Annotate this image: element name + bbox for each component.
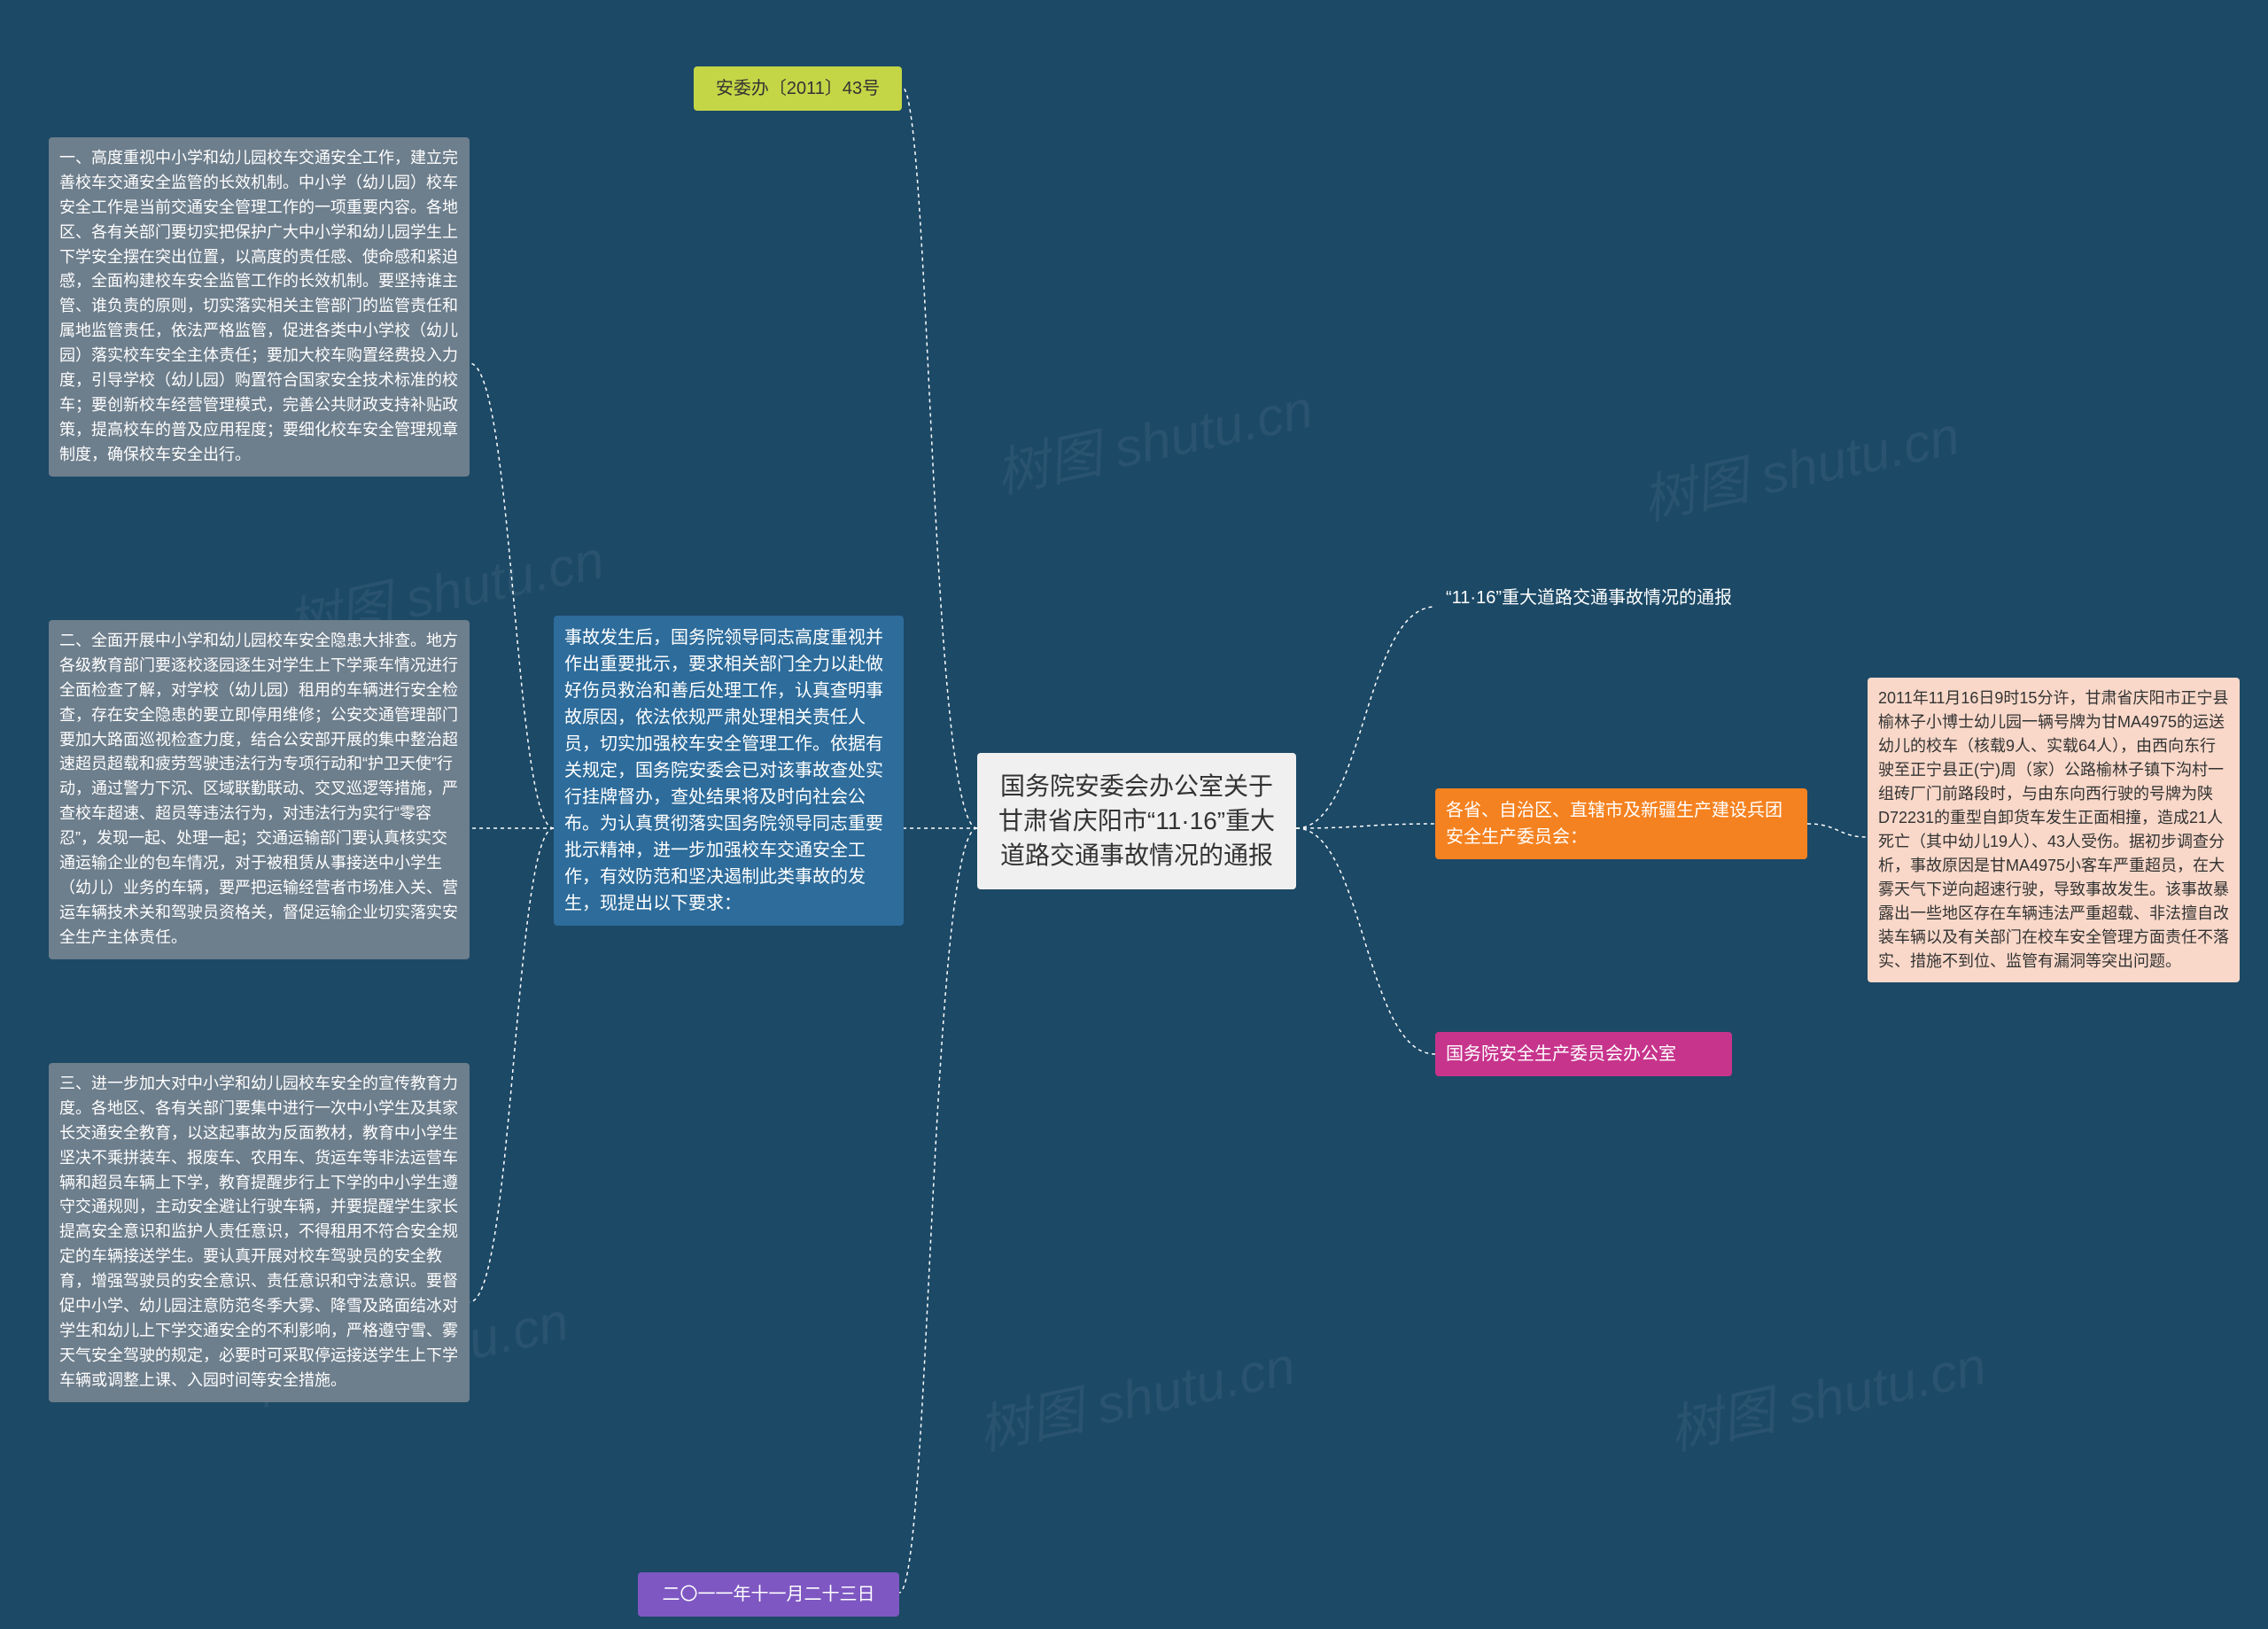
requirement-2-node: 二、全面开展中小学和幼儿园校车安全隐患大排查。地方各级教育部门要逐校逐园逐生对学… (49, 620, 470, 959)
summary-node: 事故发生后，国务院领导同志高度重视并作出重要批示，要求相关部门全力以赴做好伤员救… (554, 616, 904, 926)
center-node: 国务院安委会办公室关于甘肃省庆阳市“11·16”重大道路交通事故情况的通报 (977, 753, 1296, 889)
office-node: 国务院安全生产委员会办公室 (1435, 1032, 1732, 1076)
requirement-3-node: 三、进一步加大对中小学和幼儿园校车安全的宣传教育力度。各地区、各有关部门要集中进… (49, 1063, 470, 1402)
watermark: 树图 shutu.cn (970, 1323, 1301, 1465)
requirement-1-node: 一、高度重视中小学和幼儿园校车交通安全工作，建立完善校车交通安全监管的长效机制。… (49, 137, 470, 477)
date-node: 二〇一一年十一月二十三日 (638, 1572, 899, 1617)
watermark: 树图 shutu.cn (988, 366, 1319, 508)
accident-detail-node: 2011年11月16日9时15分许，甘肃省庆阳市正宁县榆林子小博士幼儿园一辆号牌… (1868, 678, 2240, 982)
watermark: 树图 shutu.cn (1635, 392, 1966, 535)
committee-node: 各省、自治区、直辖市及新疆生产建设兵团安全生产委员会： (1435, 788, 1807, 859)
doc-number-node: 安委办〔2011〕43号 (694, 66, 902, 111)
watermark: 树图 shutu.cn (1661, 1323, 1992, 1465)
notice-title-node: “11·16”重大道路交通事故情况的通报 (1435, 576, 1807, 620)
